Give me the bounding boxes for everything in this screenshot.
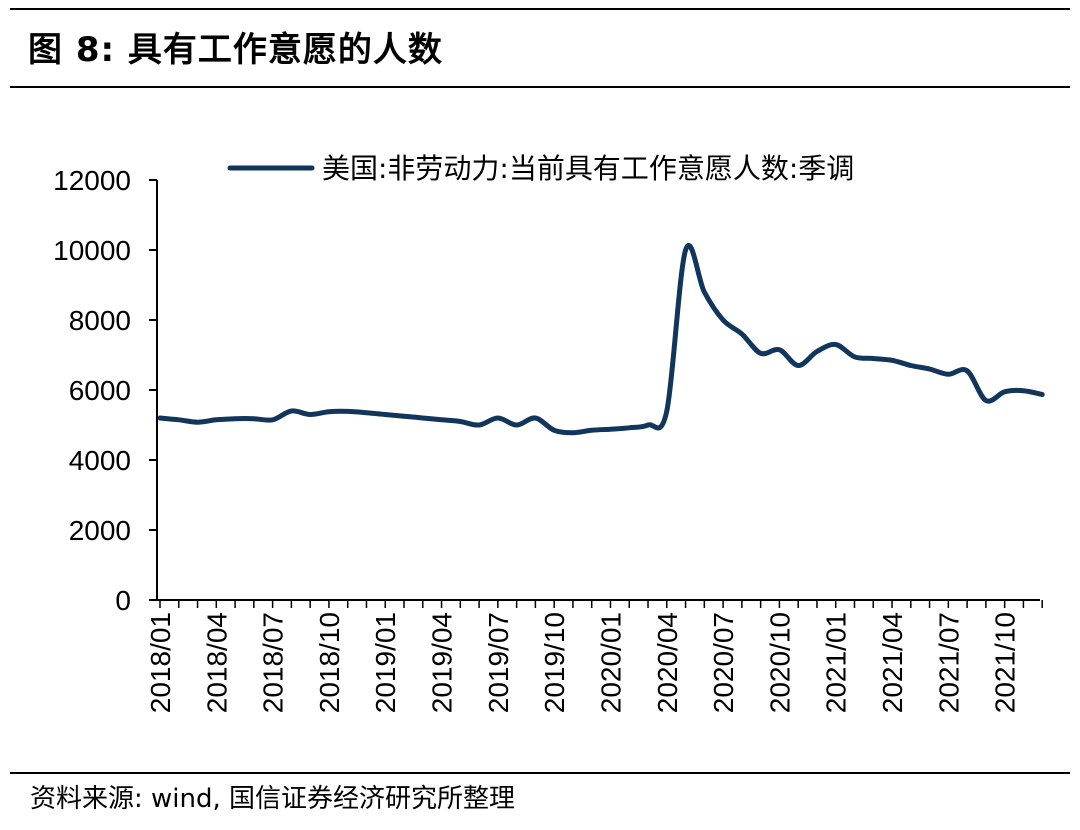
y-axis: 0 2000 4000 6000 8000 10000 12000	[53, 165, 158, 616]
y-tick-label: 6000	[69, 375, 131, 406]
x-axis: 2018/01 2018/04 2018/07 2018/10 2019/01 2019/…	[145, 599, 1043, 713]
x-tick-label: 2020/01	[595, 612, 626, 713]
bottom-rule	[10, 772, 1070, 774]
x-tick-label: 2019/10	[539, 612, 570, 713]
x-tick-label: 2021/07	[933, 612, 964, 713]
figure-title: 图 8: 具有工作意愿的人数	[28, 30, 443, 70]
x-tick-label: 2018/10	[314, 612, 345, 713]
x-tick-label: 2018/01	[145, 612, 176, 713]
x-tick-label: 2019/07	[483, 612, 514, 713]
y-tick-label: 4000	[69, 445, 131, 476]
x-tick-label: 2020/07	[708, 612, 739, 713]
x-tick-label: 2019/04	[427, 612, 458, 713]
y-tick-label: 10000	[53, 235, 131, 266]
x-tick-label: 2021/04	[877, 612, 908, 713]
y-tick-label: 0	[115, 585, 131, 616]
x-tick-label: 2020/04	[652, 612, 683, 713]
top-rule	[10, 8, 1070, 10]
series-layer	[157, 243, 1045, 436]
y-tick-label: 2000	[69, 515, 131, 546]
y-tick-label: 12000	[53, 165, 131, 196]
x-tick-label: 2021/01	[821, 612, 852, 713]
legend-label: 美国:非劳动力:当前具有工作意愿人数:季调	[322, 152, 854, 185]
series-line	[157, 243, 1045, 436]
x-tick-label: 2018/07	[258, 612, 289, 713]
y-tick-label: 8000	[69, 305, 131, 336]
title-rule	[10, 86, 1070, 88]
source-note: 资料来源: wind, 国信证券经济研究所整理	[30, 784, 516, 814]
x-tick-label: 2018/04	[201, 612, 232, 713]
x-tick-label: 2020/10	[764, 612, 795, 713]
legend: 美国:非劳动力:当前具有工作意愿人数:季调	[227, 152, 854, 185]
x-tick-label: 2019/01	[370, 612, 401, 713]
x-tick-label: 2021/10	[990, 612, 1021, 713]
